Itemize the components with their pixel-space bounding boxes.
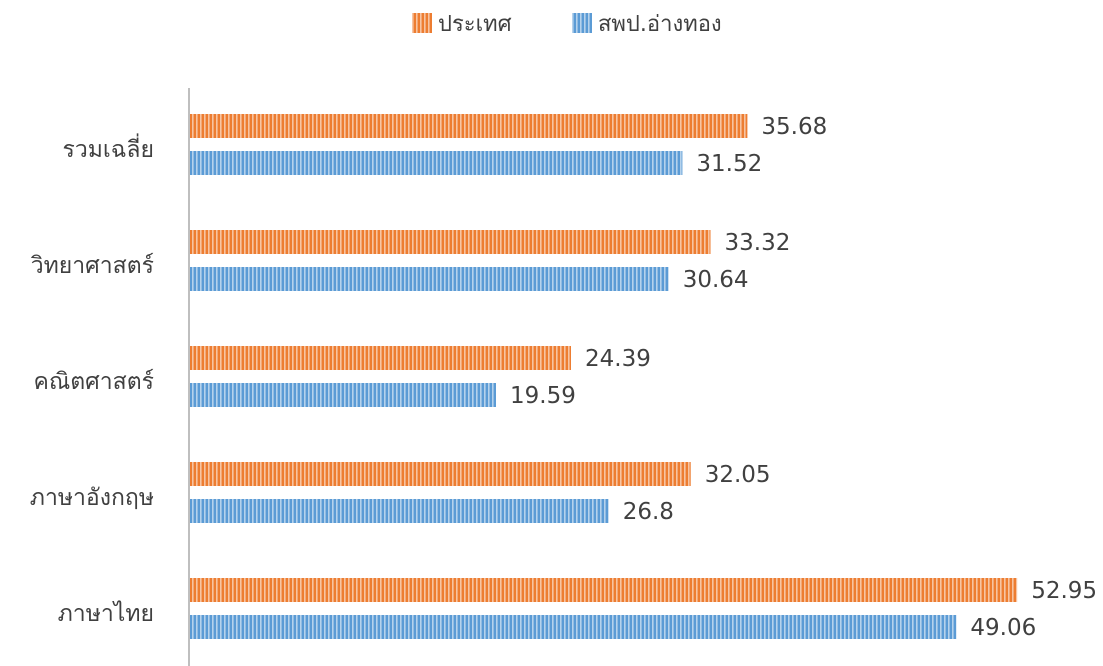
bar-series-1 — [190, 383, 496, 407]
bar-series-1 — [190, 615, 957, 639]
category-label: คณิตศาสตร์ — [33, 368, 154, 395]
data-label-series-1: 26.8 — [623, 499, 674, 525]
data-label-series-0: 33.32 — [725, 230, 791, 256]
legend: ประเทศ สพป.อ่างทอง — [412, 12, 722, 37]
data-label-series-1: 30.64 — [683, 267, 749, 293]
legend-label-series-1: สพป.อ่างทอง — [598, 12, 722, 37]
data-labels: 35.68 31.52 33.32 30.64 24.39 19.59 32.05 26.8 5… — [510, 114, 1097, 641]
category-label: ภาษาไทย — [58, 600, 154, 627]
legend-swatch-series-1 — [572, 13, 592, 33]
category-label: รวมเฉลี่ย — [62, 133, 154, 163]
data-label-series-0: 24.39 — [585, 346, 651, 372]
data-label-series-0: 35.68 — [761, 114, 827, 140]
bar-series-0 — [190, 230, 711, 254]
bar-series-0 — [190, 578, 1018, 602]
category-label: วิทยาศาสตร์ — [31, 252, 154, 279]
data-label-series-0: 32.05 — [705, 462, 771, 488]
data-label-series-0: 52.95 — [1031, 578, 1097, 604]
category-labels: รวมเฉลี่ยวิทยาศาสตร์คณิตศาสตร์ภาษาอังกฤษ… — [30, 133, 154, 627]
data-label-series-1: 19.59 — [510, 383, 576, 409]
bars — [190, 114, 1018, 639]
bar-series-0 — [190, 346, 571, 370]
data-label-series-1: 49.06 — [970, 615, 1036, 641]
legend-label-series-0: ประเทศ — [438, 12, 512, 37]
category-label: ภาษาอังกฤษ — [30, 485, 154, 511]
bar-series-1 — [190, 151, 683, 175]
data-label-series-1: 31.52 — [696, 151, 762, 177]
bar-series-1 — [190, 499, 609, 523]
bar-series-0 — [190, 114, 748, 138]
legend-swatch-series-0 — [412, 13, 432, 33]
bar-series-1 — [190, 267, 669, 291]
bar-series-0 — [190, 462, 691, 486]
